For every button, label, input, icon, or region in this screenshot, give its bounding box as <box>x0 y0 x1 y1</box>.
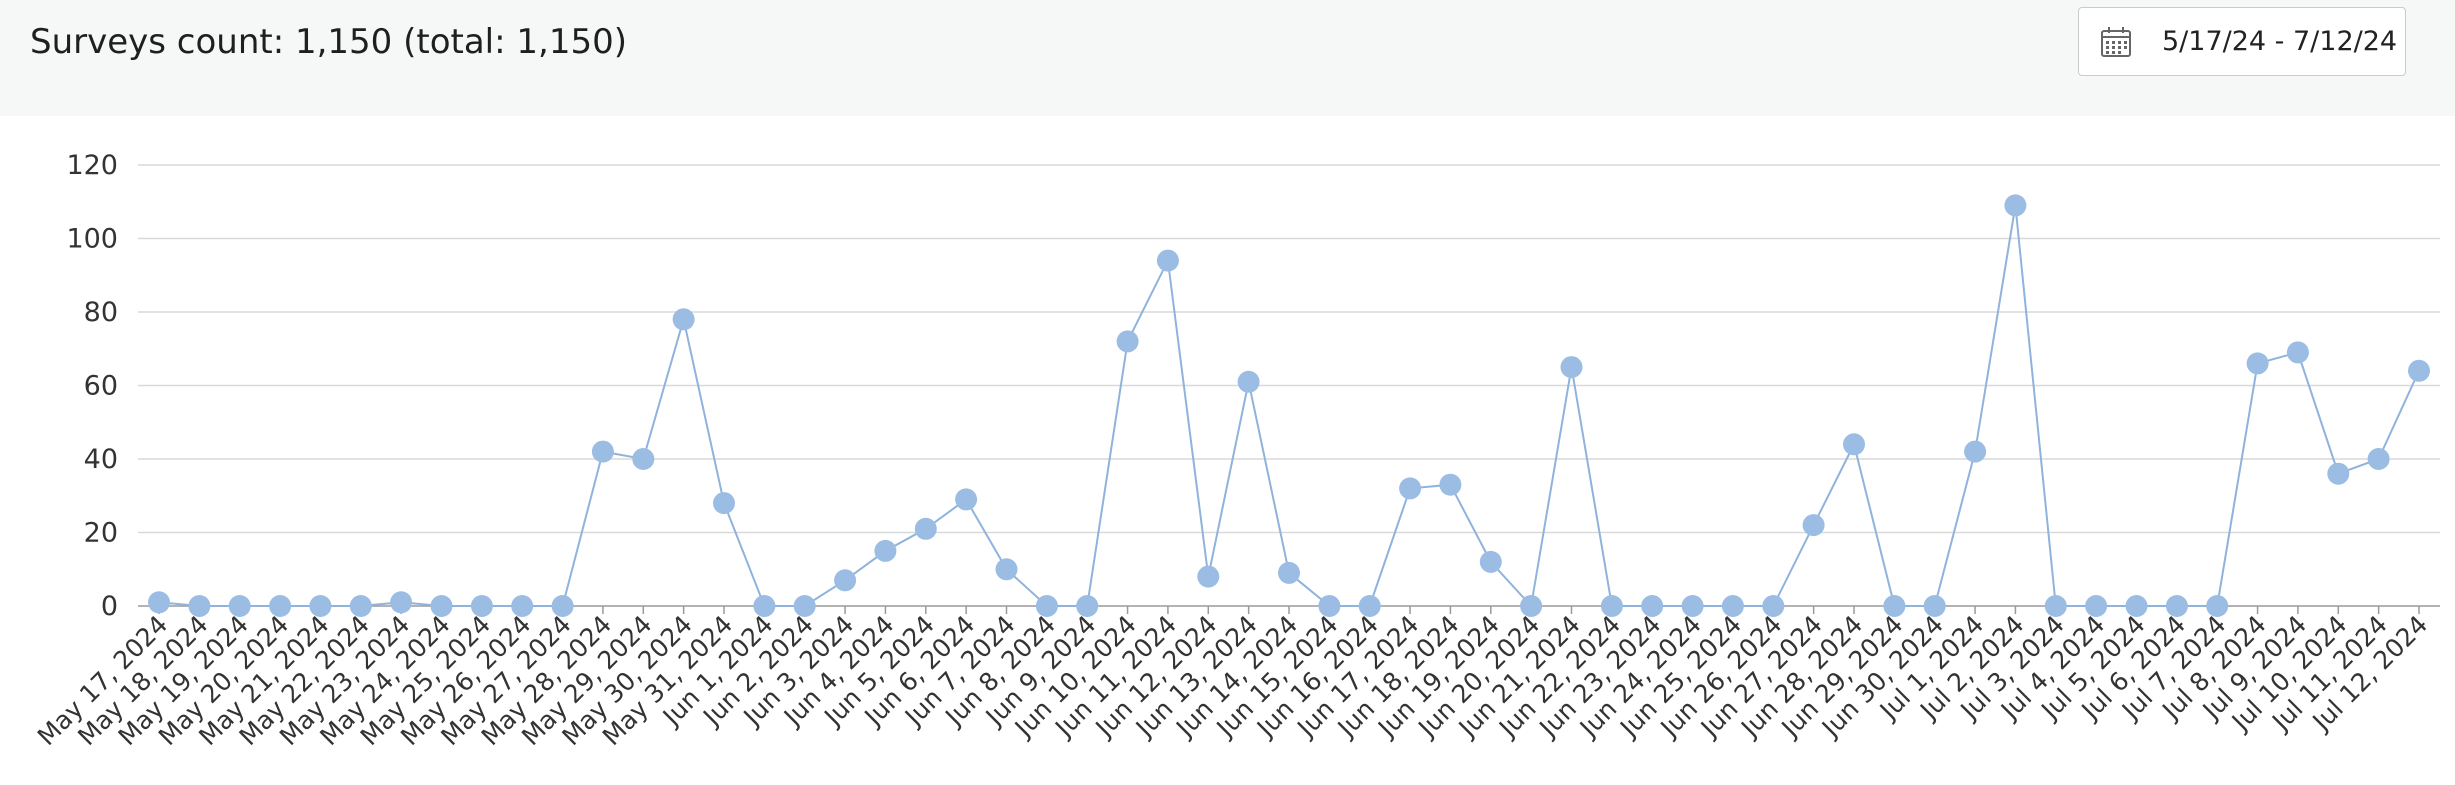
data-point[interactable] <box>430 595 453 617</box>
data-point[interactable] <box>914 517 937 540</box>
data-point[interactable] <box>2286 341 2309 364</box>
series-line <box>158 205 2420 609</box>
data-point[interactable] <box>1520 595 1543 617</box>
data-point[interactable] <box>1883 595 1906 617</box>
data-point[interactable] <box>1681 595 1704 617</box>
data-point[interactable] <box>1479 550 1502 573</box>
data-point[interactable] <box>1035 595 1058 617</box>
page-title: Surveys count: 1,150 (total: 1,150) <box>30 22 627 62</box>
data-point[interactable] <box>188 595 211 617</box>
data-point[interactable] <box>1318 595 1341 617</box>
data-point[interactable] <box>834 569 857 592</box>
data-point[interactable] <box>2327 462 2350 485</box>
data-point[interactable] <box>148 591 170 614</box>
data-point[interactable] <box>269 595 292 617</box>
data-point[interactable] <box>1399 477 1422 500</box>
data-point[interactable] <box>2004 194 2027 217</box>
data-point[interactable] <box>1641 595 1664 617</box>
data-point[interactable] <box>632 448 655 470</box>
data-point[interactable] <box>309 595 332 617</box>
data-point[interactable] <box>672 308 695 331</box>
y-tick-label: 20 <box>84 518 118 549</box>
data-point[interactable] <box>1197 565 1220 588</box>
grid-lines <box>138 164 2440 607</box>
data-point[interactable] <box>753 595 776 617</box>
data-point[interactable] <box>995 558 1018 581</box>
data-point[interactable] <box>1439 473 1462 496</box>
data-point[interactable] <box>511 595 534 617</box>
data-point[interactable] <box>2206 595 2229 617</box>
data-point[interactable] <box>874 539 897 562</box>
data-point[interactable] <box>1560 356 1583 379</box>
data-point[interactable] <box>390 591 413 614</box>
data-point[interactable] <box>1116 330 1139 353</box>
data-point[interactable] <box>349 595 372 617</box>
header-bar: Surveys count: 1,150 (total: 1,150) 5/17… <box>0 0 2455 116</box>
y-tick-label: 80 <box>84 297 118 328</box>
data-point[interactable] <box>470 595 493 617</box>
data-point[interactable] <box>2044 595 2067 617</box>
data-point[interactable] <box>228 595 251 617</box>
data-point[interactable] <box>1237 370 1260 393</box>
data-point[interactable] <box>1600 595 1623 617</box>
y-tick-label: 0 <box>101 591 118 622</box>
data-point[interactable] <box>713 492 735 515</box>
data-point[interactable] <box>1802 514 1825 537</box>
data-point[interactable] <box>1076 595 1099 617</box>
series-line-path <box>158 205 2420 609</box>
y-tick-label: 40 <box>84 444 118 475</box>
data-point[interactable] <box>955 488 978 511</box>
data-point[interactable] <box>1762 595 1785 617</box>
calendar-icon <box>2101 27 2131 57</box>
data-point[interactable] <box>1843 433 1865 456</box>
y-tick-label: 100 <box>66 224 118 255</box>
data-point[interactable] <box>2085 595 2108 617</box>
data-point[interactable] <box>1923 595 1946 617</box>
y-tick-label: 60 <box>84 371 118 402</box>
date-range-label: 5/17/24 - 7/12/24 <box>2162 26 2398 57</box>
series-points <box>148 194 2430 617</box>
data-point[interactable] <box>1358 595 1381 617</box>
data-point[interactable] <box>793 595 816 617</box>
data-point[interactable] <box>2367 448 2390 470</box>
data-point[interactable] <box>2246 352 2269 375</box>
data-point[interactable] <box>2125 595 2148 617</box>
data-point[interactable] <box>1278 561 1300 584</box>
data-point[interactable] <box>1964 440 1987 463</box>
y-tick-label: 120 <box>66 150 118 181</box>
data-point[interactable] <box>591 440 614 463</box>
data-point[interactable] <box>1156 249 1179 272</box>
data-point[interactable] <box>1721 595 1744 617</box>
y-axis-ticks: 0 20 40 60 80 100 120 <box>66 150 118 622</box>
data-point[interactable] <box>2165 595 2188 617</box>
date-range-button[interactable]: 5/17/24 - 7/12/24 <box>2078 7 2406 76</box>
data-point[interactable] <box>2408 359 2430 382</box>
data-point[interactable] <box>551 595 574 617</box>
